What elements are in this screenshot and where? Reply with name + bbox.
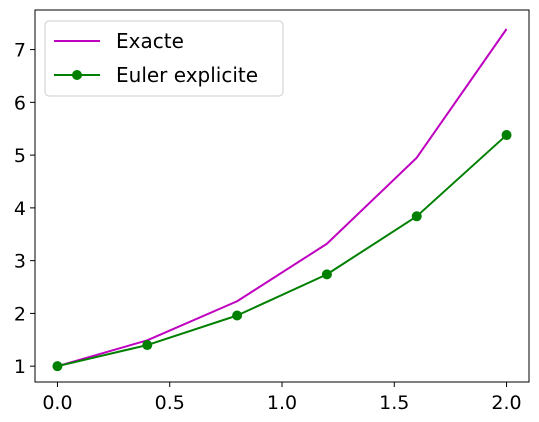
y-tick-label-3: 4 — [14, 198, 26, 220]
y-tick-label-6: 7 — [14, 40, 26, 62]
legend-label-exacte: Exacte — [116, 29, 184, 53]
x-tick-label-3: 1.5 — [379, 392, 409, 414]
y-tick-label-1: 2 — [14, 303, 26, 325]
x-tick-label-1: 0.5 — [155, 392, 185, 414]
legend-frame — [44, 20, 284, 97]
series-1-point-1 — [142, 340, 153, 351]
series-line-1 — [57, 134, 508, 368]
y-tick-label-4: 5 — [14, 145, 26, 167]
x-tick-label-2: 1.0 — [267, 392, 297, 414]
series-layer — [52, 28, 512, 372]
series-line-0 — [57, 28, 508, 368]
legend: Exacte Euler explicite — [44, 20, 284, 97]
series-1-point-5 — [501, 130, 512, 141]
y-tick-label-5: 6 — [14, 92, 26, 114]
legend-label-euler: Euler explicite — [116, 63, 258, 87]
series-1-point-4 — [411, 211, 422, 222]
x-tick-label-4: 2.0 — [491, 392, 521, 414]
series-1-point-3 — [321, 269, 332, 280]
y-tick-label-0: 1 — [14, 356, 26, 378]
legend-marker-euler — [72, 70, 82, 80]
series-1-point-0 — [52, 361, 63, 372]
x-tick-label-0: 0.0 — [42, 392, 72, 414]
axes-layer: 0.0 0.5 1.0 1.5 2.0 1 2 3 4 5 6 7 — [14, 9, 530, 414]
series-1-point-2 — [232, 310, 243, 321]
y-tick-label-2: 3 — [14, 251, 26, 273]
